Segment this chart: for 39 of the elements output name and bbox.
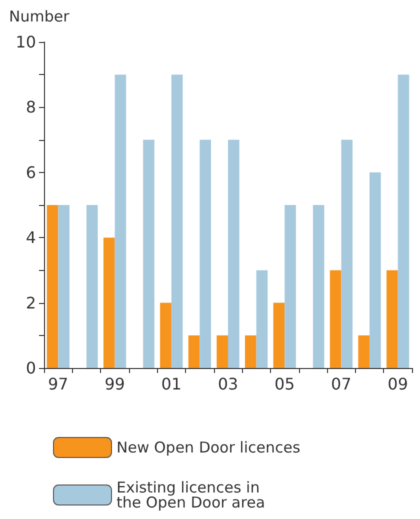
- x-tick-label: 07: [331, 374, 352, 394]
- x-tick-label: 05: [274, 374, 295, 394]
- x-tick-label: 03: [218, 374, 238, 394]
- legend-label: New Open Door licences: [116, 438, 300, 456]
- y-tick-label: 2: [26, 293, 36, 312]
- bar: [216, 335, 228, 368]
- y-tick-label: 4: [26, 228, 36, 248]
- bar: [228, 140, 240, 368]
- x-tick-label: 99: [104, 374, 125, 394]
- bar: [370, 172, 381, 368]
- bar: [398, 74, 410, 368]
- bar: [58, 205, 70, 368]
- bar: [114, 74, 126, 368]
- bar: [86, 205, 98, 368]
- bar: [46, 205, 58, 368]
- bar: [160, 302, 172, 368]
- y-axis-title: Number: [9, 8, 70, 26]
- y-tick-label: 8: [26, 98, 36, 117]
- bar: [171, 74, 183, 368]
- x-tick-label: 09: [388, 374, 408, 394]
- bar: [273, 302, 285, 368]
- bar: [256, 270, 268, 368]
- bar: [330, 270, 342, 368]
- bar: [103, 238, 115, 368]
- y-tick-label: 0: [26, 358, 36, 378]
- legend-label: Existing licences in the Open Door area: [116, 478, 266, 512]
- x-tick-label: 01: [161, 374, 182, 394]
- bar: [244, 335, 256, 368]
- bar: [358, 335, 370, 368]
- bar: [386, 270, 398, 368]
- y-tick-label: 10: [16, 32, 36, 52]
- bar: [341, 140, 353, 368]
- y-tick-label: 6: [26, 162, 36, 182]
- bar: [188, 335, 200, 368]
- x-tick-label: 97: [48, 374, 68, 394]
- bar: [200, 140, 212, 368]
- bar: [284, 205, 296, 368]
- bar: [312, 205, 324, 368]
- bar: [143, 140, 154, 368]
